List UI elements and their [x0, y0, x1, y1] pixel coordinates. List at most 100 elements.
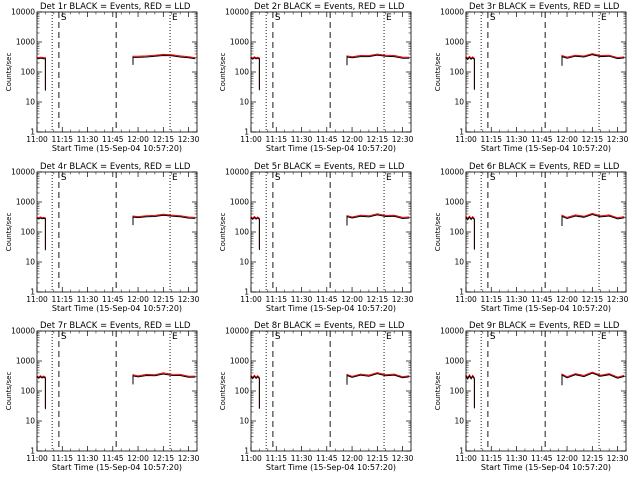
y-tick-label: 100	[21, 387, 36, 396]
x-tick-label: 12:15	[153, 295, 175, 304]
series-lld-segment-1	[465, 214, 475, 249]
x-tick-label: 12:30	[607, 295, 629, 304]
y-axis-label: Counts/sec	[219, 372, 227, 411]
marker-label: S	[275, 332, 281, 342]
x-axis-label: Start Time (15-Sep-04 10:57:20)	[481, 144, 611, 153]
x-tick-label: 11:30	[291, 135, 313, 144]
x-tick-label: 12:15	[367, 135, 389, 144]
x-tick-label: 12:00	[127, 135, 149, 144]
panel-3: Det 3r BLACK = Events, RED = LLD 1 10 100 10…	[434, 2, 629, 153]
y-tick-label: 10000	[11, 327, 35, 336]
x-tick-label: 12:30	[607, 454, 629, 463]
panel-2: Det 2r BLACK = Events, RED = LLD 1 10 100 10…	[219, 2, 414, 153]
y-tick-label: 1	[459, 447, 464, 456]
y-tick-label: 1	[30, 128, 35, 137]
y-axis-label: Counts/sec	[219, 53, 227, 92]
y-tick-label: 100	[450, 68, 465, 77]
series-events-segment-1	[465, 215, 475, 250]
series-events-segment-1	[250, 56, 260, 91]
marker-label: E	[386, 332, 392, 342]
y-tick-label: 100	[235, 68, 250, 77]
y-axis-label: Counts/sec	[434, 53, 442, 92]
y-tick-label: 100	[21, 228, 36, 237]
x-tick-label: 12:00	[341, 454, 363, 463]
y-tick-label: 1000	[445, 198, 464, 207]
x-tick-label: 11:00	[26, 135, 48, 144]
x-tick-label: 12:00	[341, 295, 363, 304]
y-tick-label: 1000	[16, 198, 35, 207]
y-tick-label: 100	[21, 68, 36, 77]
series-events-segment-1	[465, 374, 475, 409]
series-events-segment-2	[132, 373, 196, 385]
y-tick-label: 1000	[16, 38, 35, 47]
panel-title: Det 4r BLACK = Events, RED = LLD	[40, 162, 191, 172]
x-tick-label: 12:15	[153, 454, 175, 463]
y-tick-label: 1000	[230, 198, 249, 207]
x-tick-label: 12:15	[582, 135, 604, 144]
panel-8: Det 8r BLACK = Events, RED = LLD 1 10 100 10…	[219, 321, 414, 472]
x-tick-label: 11:45	[102, 135, 124, 144]
x-tick-label: 11:15	[480, 135, 502, 144]
plot-frame	[36, 171, 198, 293]
x-tick-label: 11:00	[26, 295, 48, 304]
series-events-segment-2	[346, 54, 410, 66]
plot-frame	[250, 171, 412, 293]
y-axis-label: Counts/sec	[434, 372, 442, 411]
series-lld-segment-2	[132, 53, 196, 64]
x-tick-label: 12:30	[392, 135, 414, 144]
y-tick-label: 10	[25, 417, 35, 426]
series-lld-segment-2	[346, 53, 410, 65]
x-tick-label: 11:15	[265, 454, 287, 463]
series-events-segment-2	[561, 372, 625, 386]
panel-1: Det 1r BLACK = Events, RED = LLD 1 10 100 10…	[5, 2, 200, 153]
series-events-segment-1	[36, 57, 46, 91]
x-axis-label: Start Time (15-Sep-04 10:57:20)	[52, 304, 182, 313]
series-events-segment-1	[36, 217, 46, 251]
plot-frame	[250, 11, 412, 133]
marker-label: E	[386, 13, 392, 23]
panel-4: Det 4r BLACK = Events, RED = LLD 1 10 100 10…	[5, 162, 200, 313]
y-axis-label: Counts/sec	[5, 53, 13, 92]
panel-title: Det 3r BLACK = Events, RED = LLD	[469, 2, 620, 12]
series-events-segment-2	[132, 54, 196, 65]
x-tick-label: 11:30	[291, 454, 313, 463]
y-tick-label: 1	[30, 288, 35, 297]
y-tick-label: 10000	[440, 327, 464, 336]
x-tick-label: 12:30	[392, 295, 414, 304]
y-tick-label: 10	[239, 98, 249, 107]
x-tick-label: 11:00	[26, 454, 48, 463]
x-tick-label: 11:15	[480, 454, 502, 463]
series-events-segment-1	[250, 374, 260, 409]
y-tick-label: 1000	[230, 357, 249, 366]
marker-label: S	[490, 173, 496, 183]
x-axis-label: Start Time (15-Sep-04 10:57:20)	[52, 144, 182, 153]
series-events-segment-1	[36, 375, 46, 410]
series-lld-segment-2	[561, 53, 625, 65]
marker-label: E	[172, 13, 178, 23]
x-tick-label: 12:30	[392, 454, 414, 463]
x-tick-label: 11:15	[51, 454, 73, 463]
marker-label: E	[601, 173, 607, 183]
series-lld-segment-2	[561, 212, 625, 225]
marker-label: E	[172, 173, 178, 183]
y-tick-label: 1000	[230, 38, 249, 47]
series-events-segment-2	[132, 214, 196, 226]
y-tick-label: 10	[239, 417, 249, 426]
marker-label: E	[601, 13, 607, 23]
panel-title: Det 2r BLACK = Events, RED = LLD	[254, 2, 405, 12]
y-tick-label: 10000	[225, 168, 249, 177]
x-tick-label: 11:45	[102, 295, 124, 304]
x-tick-label: 11:45	[531, 454, 553, 463]
y-tick-label: 10000	[225, 327, 249, 336]
x-tick-label: 12:30	[178, 295, 200, 304]
series-events-segment-1	[250, 216, 260, 250]
x-tick-label: 11:00	[240, 295, 262, 304]
marker-label: E	[601, 332, 607, 342]
panel-6: Det 6r BLACK = Events, RED = LLD 1 10 100 10…	[434, 162, 629, 313]
y-tick-label: 1	[459, 288, 464, 297]
series-lld-segment-2	[346, 213, 410, 225]
y-tick-label: 1000	[445, 357, 464, 366]
marker-label: S	[61, 13, 67, 23]
y-axis-label: Counts/sec	[219, 213, 227, 252]
